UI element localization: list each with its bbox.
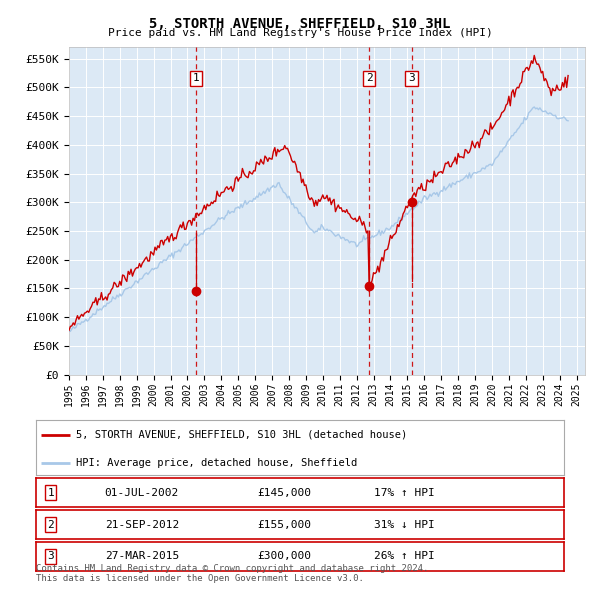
Text: £155,000: £155,000: [258, 520, 312, 529]
Text: Contains HM Land Registry data © Crown copyright and database right 2024.
This d: Contains HM Land Registry data © Crown c…: [36, 563, 428, 583]
Text: 5, STORTH AVENUE, SHEFFIELD, S10 3HL: 5, STORTH AVENUE, SHEFFIELD, S10 3HL: [149, 17, 451, 31]
Text: 1: 1: [47, 488, 54, 497]
Text: 2: 2: [366, 73, 373, 83]
Text: Price paid vs. HM Land Registry's House Price Index (HPI): Price paid vs. HM Land Registry's House …: [107, 28, 493, 38]
Text: 26% ↑ HPI: 26% ↑ HPI: [374, 552, 434, 561]
Text: 31% ↓ HPI: 31% ↓ HPI: [374, 520, 434, 529]
Text: 27-MAR-2015: 27-MAR-2015: [104, 552, 179, 561]
Text: 17% ↑ HPI: 17% ↑ HPI: [374, 488, 434, 497]
Text: £145,000: £145,000: [258, 488, 312, 497]
Text: 3: 3: [408, 73, 415, 83]
Text: 01-JUL-2002: 01-JUL-2002: [104, 488, 179, 497]
Text: 1: 1: [193, 73, 199, 83]
Text: 5, STORTH AVENUE, SHEFFIELD, S10 3HL (detached house): 5, STORTH AVENUE, SHEFFIELD, S10 3HL (de…: [76, 430, 407, 440]
Text: HPI: Average price, detached house, Sheffield: HPI: Average price, detached house, Shef…: [76, 458, 357, 468]
Text: £300,000: £300,000: [258, 552, 312, 561]
Text: 21-SEP-2012: 21-SEP-2012: [104, 520, 179, 529]
Text: 3: 3: [47, 552, 54, 561]
Text: 2: 2: [47, 520, 54, 529]
